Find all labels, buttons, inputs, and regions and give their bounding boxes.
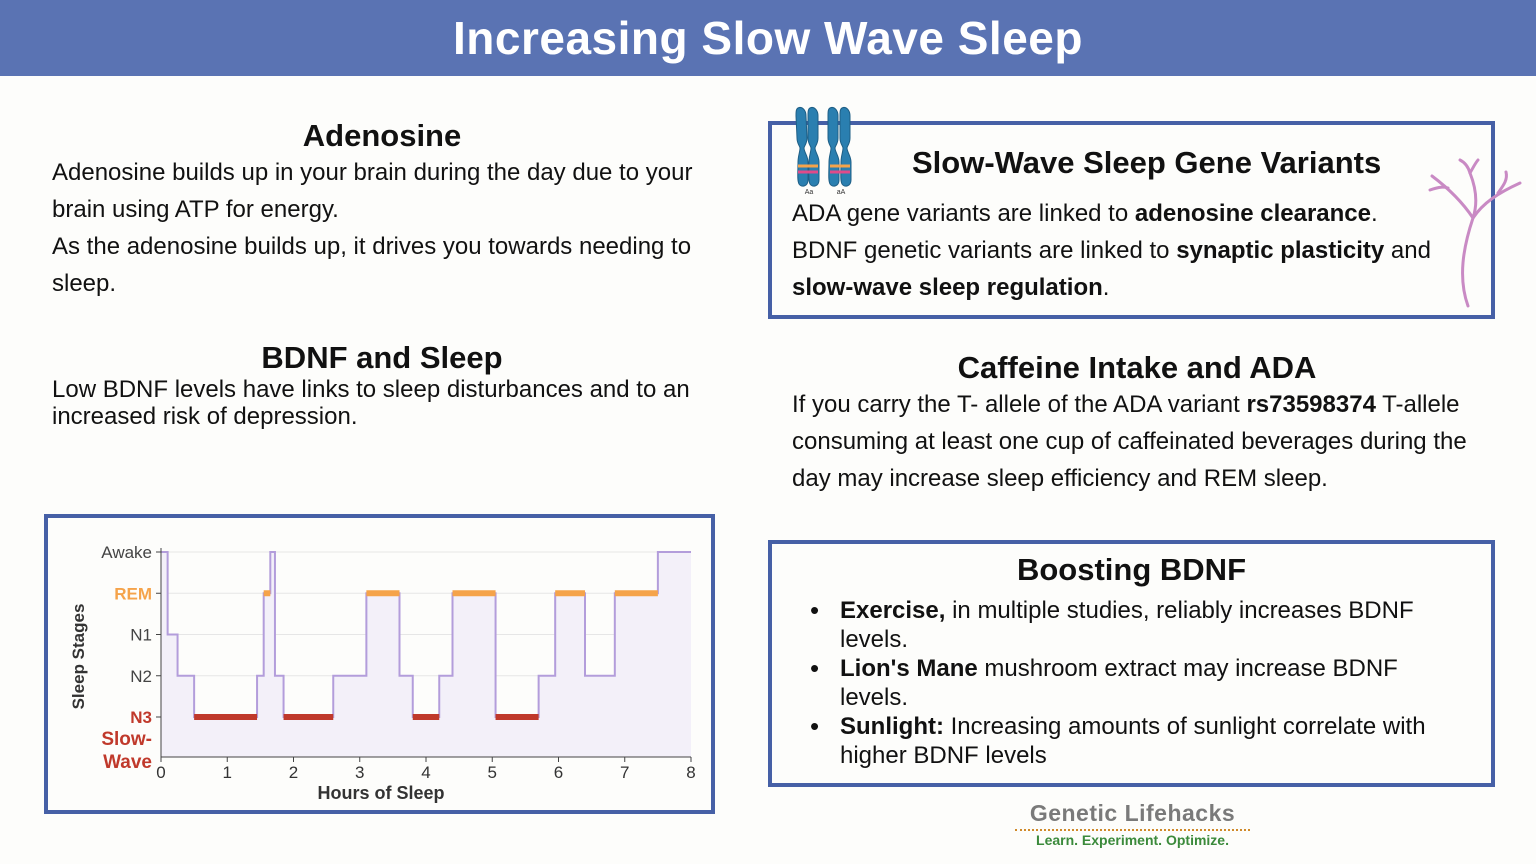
x-tick-label: 7	[620, 763, 629, 782]
adenosine-section: Adenosine Adenosine builds up in your br…	[52, 118, 712, 302]
chromosome-label-2: aA	[837, 189, 846, 196]
caffeine-heading: Caffeine Intake and ADA	[957, 350, 1317, 385]
x-tick-label: 4	[421, 763, 430, 782]
adenosine-text-2: As the adenosine builds up, it drives yo…	[52, 233, 692, 297]
x-tick-label: 8	[686, 763, 695, 782]
adenosine-heading: Adenosine	[302, 118, 462, 153]
gene-variants-box: Slow-Wave Sleep Gene Variants ADA gene v…	[768, 121, 1495, 319]
x-tick-label: 0	[156, 763, 165, 782]
x-tick-label: 1	[223, 763, 232, 782]
y-tick-label-n2: N2	[130, 667, 152, 686]
hypnogram-chart-box: Awake REM N1 N2 N3 Slow- Wave 0 1 2 3 4 5 6 7 8 Hours of…	[44, 514, 715, 814]
chromosome-label-1: Aa	[805, 189, 814, 196]
footer-logo: Genetic Lifehacks Learn. Experiment. Opt…	[1015, 800, 1250, 848]
list-item: Sunlight: Increasing amounts of sunlight…	[810, 712, 1470, 770]
gene-variants-line-1: ADA gene variants are linked to adenosin…	[792, 200, 1378, 227]
gene-variants-line-2: BDNF genetic variants are linked to syna…	[792, 237, 1431, 301]
y-tick-label-rem: REM	[114, 584, 152, 603]
caffeine-text: If you carry the T- allele of the ADA va…	[792, 391, 1467, 492]
footer-tagline: Learn. Experiment. Optimize.	[1015, 829, 1250, 848]
list-item: Exercise, in multiple studies, reliably …	[810, 596, 1470, 654]
boosting-bdnf-box: Boosting BDNF Exercise, in multiple stud…	[768, 540, 1495, 787]
adenosine-text-1: Adenosine builds up in your brain during…	[52, 159, 693, 223]
bdnf-sleep-section: BDNF and Sleep Low BDNF levels have link…	[52, 340, 712, 430]
x-tick-label: 6	[554, 763, 563, 782]
chromosome-icon: Aa aA	[795, 107, 852, 196]
hypnogram-area	[161, 552, 691, 757]
bdnf-sleep-text: Low BDNF levels have links to sleep dist…	[52, 376, 690, 430]
boosting-bdnf-heading: Boosting BDNF	[1016, 552, 1247, 587]
hypnogram-chart: Awake REM N1 N2 N3 Slow-Wave 0 1 2 3 4 5 6 7 8 Hours of…	[69, 543, 696, 803]
n3-slow-wave-label: Slow-	[101, 729, 152, 750]
x-tick-label: 5	[488, 763, 497, 782]
x-tick-label: 3	[355, 763, 364, 782]
y-tick-label-n3: N3	[130, 708, 152, 727]
gene-variants-heading: Slow-Wave Sleep Gene Variants	[912, 145, 1382, 180]
page-title: Increasing Slow Wave Sleep	[453, 12, 1083, 64]
caffeine-section: Caffeine Intake and ADA If you carry the…	[792, 350, 1482, 497]
y-axis-label: Sleep Stages	[69, 604, 88, 710]
n3-slow-wave-label: Wave	[103, 752, 152, 773]
x-tick-label: 2	[289, 763, 298, 782]
y-tick-label-awake: Awake	[101, 543, 152, 562]
y-tick-label-n1: N1	[130, 626, 152, 645]
list-item: Lion's Mane mushroom extract may increas…	[810, 654, 1470, 712]
footer-brand: Genetic Lifehacks	[1029, 800, 1236, 826]
boosting-bdnf-list: Exercise, in multiple studies, reliably …	[810, 596, 1470, 770]
neuron-icon	[1428, 158, 1522, 308]
bdnf-sleep-heading: BDNF and Sleep	[261, 340, 503, 375]
title-banner: Increasing Slow Wave Sleep	[0, 0, 1536, 76]
x-axis-label: Hours of Sleep	[317, 783, 444, 803]
